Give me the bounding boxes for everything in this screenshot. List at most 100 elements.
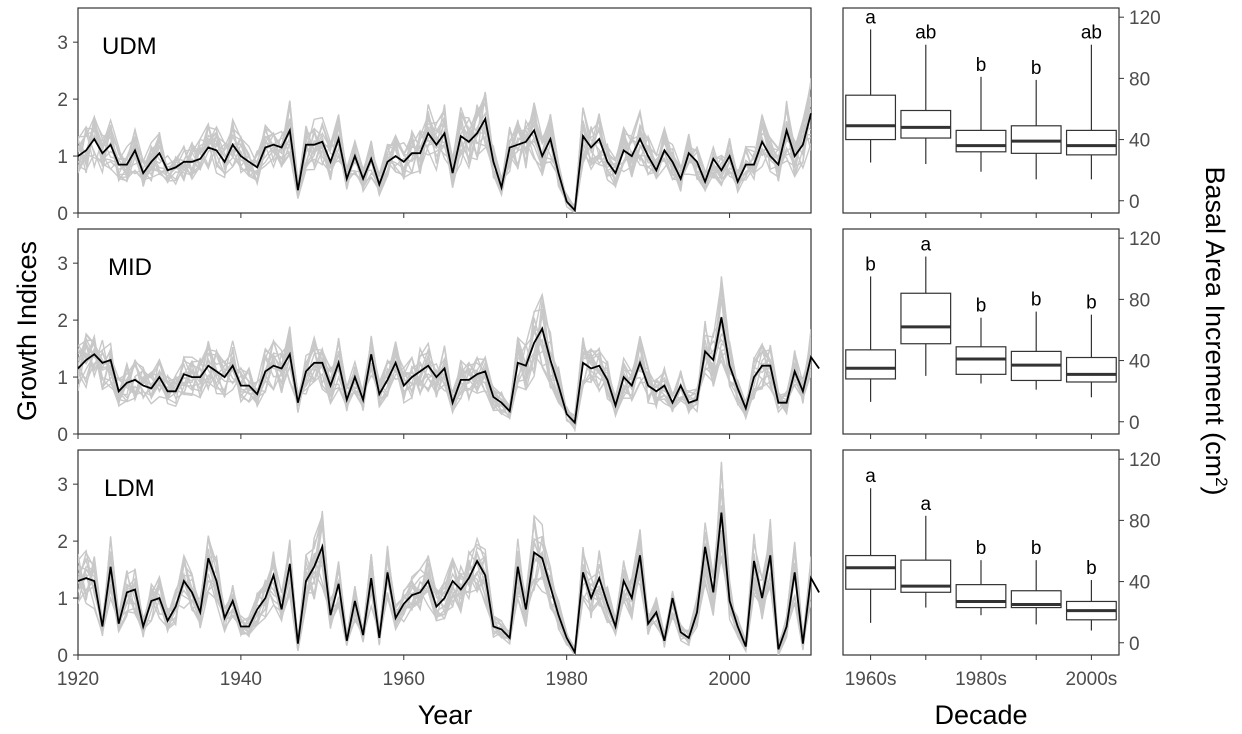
- box-1970s: ab: [900, 23, 952, 165]
- box-1960s: b: [845, 254, 897, 402]
- y-tick-label: 2: [57, 532, 68, 553]
- x-tick-label: 1960: [383, 669, 425, 690]
- box-body: [955, 346, 1007, 375]
- significance-letter: b: [976, 296, 987, 317]
- left-x-axis-title: Year: [418, 700, 473, 730]
- significance-letter: b: [976, 538, 987, 559]
- y-tick-label: 3: [57, 33, 68, 54]
- significance-letter: a: [921, 235, 932, 256]
- chronology-line: [77, 317, 820, 425]
- svg-text:Basal Area Increment (cm2): Basal Area Increment (cm2): [1200, 166, 1231, 495]
- box-1980s: b: [955, 55, 1007, 172]
- box-body: [1010, 125, 1062, 154]
- box-1990s: b: [1010, 538, 1062, 625]
- x-tick-label: 1920: [57, 669, 99, 690]
- significance-letter: a: [921, 494, 932, 515]
- y-tick-label: 2: [57, 311, 68, 332]
- right-y-axis-title-close: ): [1200, 487, 1230, 496]
- x-tick-label: 1940: [220, 669, 262, 690]
- y-tick-label: 0: [1129, 192, 1140, 213]
- x-tick-label: 1980s: [955, 669, 1007, 690]
- box-body: [845, 94, 897, 141]
- significance-letter: b: [1031, 538, 1042, 559]
- box-1970s: a: [900, 494, 952, 608]
- y-tick-label: 120: [1129, 450, 1161, 471]
- bai-panel-udm: 0 40 80 120 a ab b b ab: [842, 7, 1161, 218]
- sample-series-line: [78, 101, 811, 212]
- growth-panel-ldm: 0 1 2 3 1920 1940 1960 1980 2000 LDM: [57, 449, 820, 690]
- bai-panel-ldm: 0 40 80 120 1960s 1980s 2000s a a b b b: [842, 449, 1161, 690]
- growth-panel-udm: 0 1 2 3 UDM: [57, 7, 812, 225]
- box-body: [845, 554, 897, 590]
- significance-letter: b: [1086, 293, 1097, 314]
- x-tick-label: 1980: [546, 669, 588, 690]
- chronology-line: [77, 512, 820, 656]
- y-tick-label: 80: [1129, 511, 1150, 532]
- y-tick-label: 40: [1129, 352, 1150, 373]
- y-tick-label: 40: [1129, 131, 1150, 152]
- y-tick-label: 3: [57, 254, 68, 275]
- box-1980s: b: [955, 538, 1007, 616]
- significance-letter: ab: [1081, 23, 1102, 44]
- right-y-axis-title-main: Basal Area Increment (cm: [1200, 166, 1230, 477]
- y-tick-label: 1: [57, 368, 68, 389]
- panels: 0 1 2 3 UDM 0 1 2 3 MID 0 1 2 3 1920 1940 1960 1980 2000 LD…: [57, 7, 1161, 690]
- panel-frame: [77, 228, 812, 435]
- x-tick-label: 2000: [708, 669, 750, 690]
- box-1980s: b: [955, 296, 1007, 384]
- y-tick-label: 0: [1129, 413, 1140, 434]
- site-label: LDM: [104, 475, 155, 502]
- box-2000s: b: [1065, 558, 1117, 631]
- x-tick-label: 2000s: [1066, 669, 1118, 690]
- box-body: [900, 292, 952, 345]
- y-tick-label: 80: [1129, 69, 1150, 90]
- box-1990s: b: [1010, 58, 1062, 180]
- box-body: [1065, 356, 1117, 383]
- y-tick-label: 0: [1129, 634, 1140, 655]
- box-body: [1065, 129, 1117, 156]
- significance-letter: ab: [915, 23, 936, 44]
- sample-series-line: [78, 289, 811, 431]
- y-tick-label: 80: [1129, 290, 1150, 311]
- site-label: MID: [108, 254, 152, 281]
- significance-letter: b: [976, 55, 987, 76]
- sample-series-line: [78, 489, 811, 655]
- growth-panel-mid: 0 1 2 3 MID: [57, 228, 820, 446]
- box-2000s: ab: [1065, 23, 1117, 180]
- y-tick-label: 3: [57, 475, 68, 496]
- significance-letter: b: [1086, 558, 1097, 579]
- panel-frame: [77, 449, 812, 656]
- box-1970s: a: [900, 235, 952, 376]
- y-tick-label: 40: [1129, 573, 1150, 594]
- right-x-axis-title: Decade: [934, 700, 1027, 730]
- y-tick-label: 0: [57, 204, 68, 225]
- significance-letter: b: [1031, 58, 1042, 79]
- y-tick-label: 0: [57, 425, 68, 446]
- bai-panel-mid: 0 40 80 120 b a b b b: [842, 228, 1161, 439]
- y-tick-label: 1: [57, 589, 68, 610]
- y-tick-label: 120: [1129, 8, 1161, 29]
- significance-letter: a: [865, 7, 876, 28]
- significance-letter: b: [1031, 290, 1042, 311]
- significance-letter: a: [865, 466, 876, 487]
- x-tick-label: 1960s: [845, 669, 897, 690]
- box-2000s: b: [1065, 293, 1117, 398]
- y-tick-label: 120: [1129, 229, 1161, 250]
- box-body: [900, 109, 952, 139]
- left-y-axis-title: Growth Indices: [12, 241, 42, 421]
- site-label: UDM: [102, 33, 157, 60]
- significance-letter: b: [865, 254, 876, 275]
- box-body: [955, 584, 1007, 609]
- box-1990s: b: [1010, 290, 1062, 390]
- box-body: [845, 349, 897, 380]
- right-y-axis-title: Basal Area Increment (cm2): [1200, 166, 1231, 495]
- right-y-axis-title-sup: 2: [1212, 477, 1231, 486]
- box-1960s: a: [845, 7, 897, 163]
- sample-series-line: [78, 94, 811, 209]
- box-1960s: a: [845, 466, 897, 623]
- box-body: [955, 129, 1007, 153]
- y-tick-label: 2: [57, 90, 68, 111]
- y-tick-label: 0: [57, 646, 68, 667]
- panel-frame: [842, 449, 1120, 656]
